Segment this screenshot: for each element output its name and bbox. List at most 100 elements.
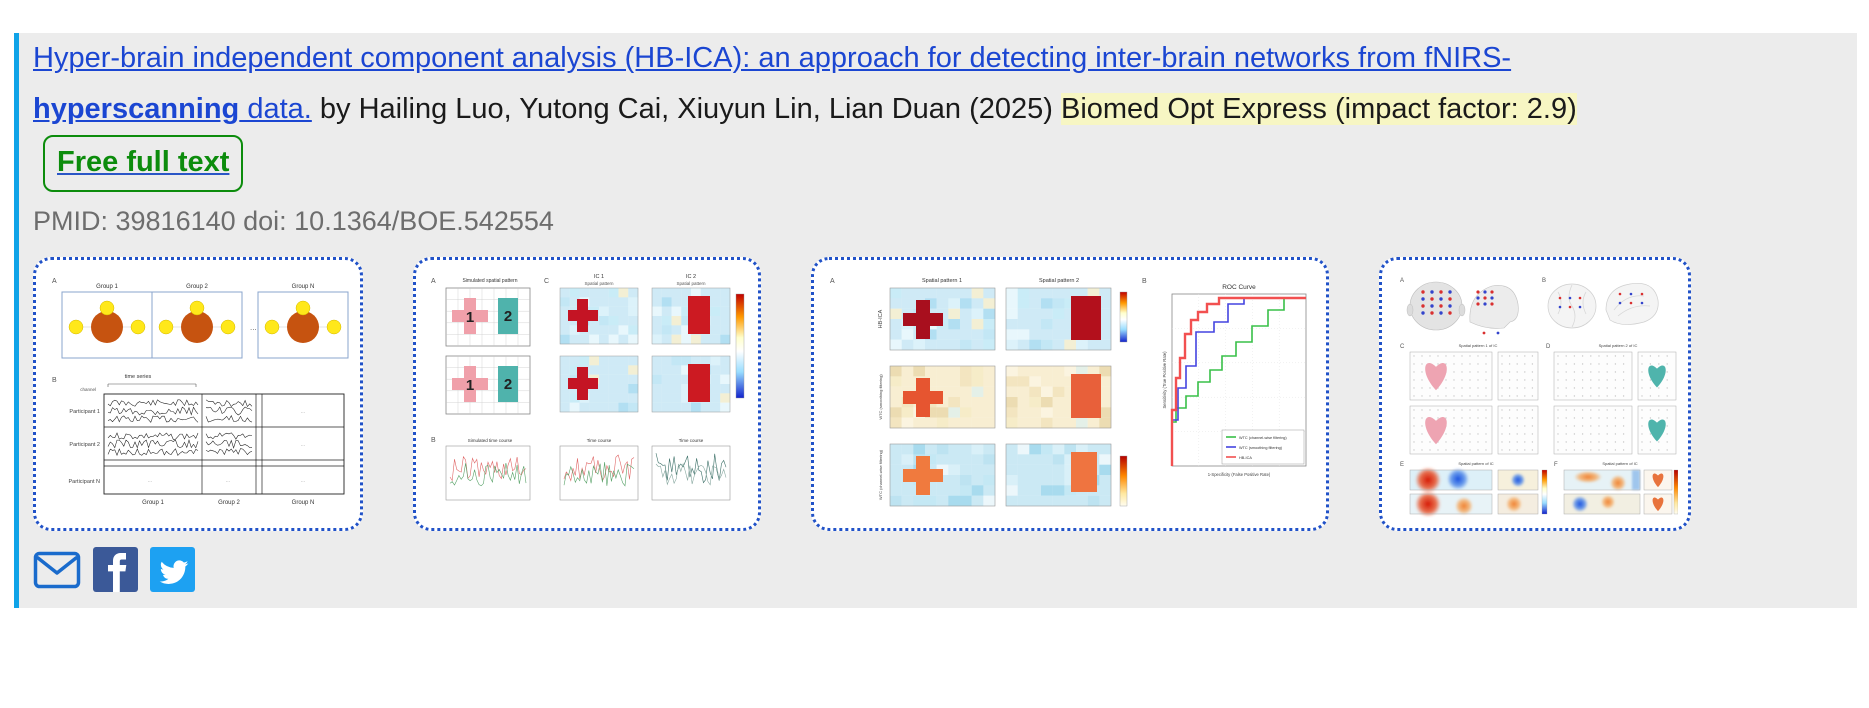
svg-text:Group 1: Group 1 [142, 500, 164, 506]
svg-text:IC 1: IC 1 [594, 274, 604, 280]
svg-text:WTC (channel-wise filtering): WTC (channel-wise filtering) [878, 449, 883, 500]
free-full-text-button[interactable]: Free full text [43, 135, 244, 193]
svg-text:Spatial pattern: Spatial pattern [676, 281, 706, 286]
svg-text:Spatial pattern 1: Spatial pattern 1 [922, 278, 962, 284]
svg-text:time series: time series [125, 374, 152, 380]
svg-text:channel: channel [80, 387, 96, 392]
pink-pattern-blob [1425, 417, 1447, 445]
svg-text:Participant N: Participant N [69, 479, 101, 485]
svg-text:Spatial pattern of IC: Spatial pattern of IC [1602, 461, 1637, 466]
fig3-panel-b-roc: B ROC Curve WTC (channel-wise filtering)… [1142, 278, 1307, 477]
svg-text:Sensitivity (True Positive Rat: Sensitivity (True Positive Rate) [1162, 351, 1167, 409]
svg-text:A: A [431, 278, 436, 285]
figure2-simulation: A Simulated spatial pattern 1 2 [431, 274, 745, 501]
svg-text:E: E [1400, 462, 1404, 468]
pink-pattern-blob [1425, 363, 1447, 391]
twitter-icon [150, 547, 195, 593]
svg-text:Simulated time course: Simulated time course [468, 438, 513, 443]
svg-text:C: C [1400, 344, 1405, 350]
title-search-term-bold: hyperscanning [33, 93, 240, 126]
fig3-colorbar-bottom [1119, 455, 1128, 507]
publication-result: Hyper-brain independent component analys… [14, 33, 1857, 609]
svg-text:HB-ICA: HB-ICA [1239, 456, 1252, 460]
publication-title-link[interactable]: Hyper-brain independent component analys… [33, 42, 1511, 125]
svg-text:Spatial pattern of IC: Spatial pattern of IC [1458, 461, 1493, 466]
orange-pattern-blob [1652, 473, 1664, 488]
fig2-sim-grids: 1 2 1 2 [445, 287, 531, 415]
fig1-panel-a: A Group 1 Group 2 Group N ... [52, 278, 349, 359]
svg-text:Group 2: Group 2 [218, 500, 240, 506]
svg-text:WTC (smoothing filtering): WTC (smoothing filtering) [1239, 446, 1283, 450]
svg-text:Group 1: Group 1 [96, 284, 118, 290]
fig1-waveforms [107, 399, 253, 457]
fig2-panel-a: A Simulated spatial pattern 1 2 [431, 278, 531, 415]
svg-text:1-Specificity (False Positive: 1-Specificity (False Positive Rate) [1208, 472, 1271, 477]
svg-text:Spatial pattern 2: Spatial pattern 2 [1039, 278, 1079, 284]
fig2-panel-c: C IC 1 Spatial pattern IC 2 Spatial patt… [544, 274, 745, 413]
svg-text:C: C [544, 278, 549, 285]
pmid-doi-line: PMID: 39816140 doi: 10.1364/BOE.542554 [33, 206, 554, 237]
email-share-button[interactable] [33, 551, 81, 589]
svg-text:2: 2 [504, 376, 512, 393]
svg-text:Spatial pattern: Spatial pattern [584, 281, 614, 286]
fig2-panel-b: B Simulated time course Time course Time… [431, 437, 731, 501]
share-buttons [33, 547, 1837, 593]
orange-pattern-blob [1652, 497, 1664, 512]
svg-text:B: B [1542, 278, 1546, 284]
fig1-dyad-diagrams [68, 300, 342, 344]
fig3-panel-a: A Spatial pattern 1 Spatial pattern 2 HB… [830, 278, 1128, 507]
teal-pattern-blob [1648, 419, 1666, 442]
title-text: Hyper-brain independent component analys… [33, 42, 1512, 74]
roc-curve-blue [1171, 297, 1276, 467]
figure-thumbnail-2[interactable]: A Simulated spatial pattern 1 2 [413, 257, 761, 532]
fig4-colorbar-e [1541, 469, 1548, 515]
figure-thumbnail-4[interactable]: A B [1379, 257, 1691, 532]
svg-text:ROC Curve: ROC Curve [1222, 284, 1256, 291]
fig2-colorbar [735, 293, 745, 399]
svg-text:...: ... [148, 478, 152, 484]
svg-text:Simulated spatial pattern: Simulated spatial pattern [462, 278, 517, 284]
svg-text:A: A [830, 278, 835, 285]
title-block: Hyper-brain independent component analys… [33, 33, 1581, 193]
fig4-colorbar-f [1673, 469, 1678, 515]
teal-pattern-blob [1648, 365, 1666, 388]
svg-text:B: B [52, 377, 57, 384]
svg-text:A: A [52, 278, 57, 285]
svg-text:Spatial pattern 1 of IC: Spatial pattern 1 of IC [1459, 343, 1498, 348]
svg-text:B: B [1142, 278, 1147, 285]
fig1-panel-b: B time series channel Participant 1 Part… [52, 374, 345, 506]
svg-text:1: 1 [466, 309, 474, 326]
roc-curve-red [1170, 296, 1306, 467]
figure-thumbnail-1[interactable]: A Group 1 Group 2 Group N ... [33, 257, 363, 532]
svg-text:WTC (channel-wise filtering): WTC (channel-wise filtering) [1239, 436, 1287, 440]
facebook-share-button[interactable] [93, 547, 138, 593]
fig4-panel-d: D Spatial pattern 2 of IC [1546, 343, 1677, 455]
figure4-real-data: A B [1400, 278, 1678, 518]
svg-text:F: F [1554, 462, 1558, 468]
figure-thumbnails: A Group 1 Group 2 Group N ... [33, 257, 1837, 532]
svg-text:Participant 2: Participant 2 [69, 442, 100, 448]
svg-text:D: D [1546, 344, 1551, 350]
fig4-panel-f: F Spatial pattern of IC [1554, 461, 1678, 515]
svg-text:B: B [431, 437, 436, 444]
svg-text:1: 1 [466, 377, 474, 394]
twitter-share-button[interactable] [150, 547, 195, 593]
svg-text:...: ... [250, 323, 257, 332]
svg-text:Group N: Group N [292, 500, 315, 506]
svg-text:Spatial pattern 2 of IC: Spatial pattern 2 of IC [1599, 343, 1638, 348]
svg-text:HB-ICA: HB-ICA [878, 309, 884, 328]
fig4-panel-b-brains: B [1542, 278, 1659, 329]
svg-text:Participant 1: Participant 1 [69, 409, 100, 415]
fig4-panel-a-heads: A [1400, 278, 1519, 335]
svg-text:Time course: Time course [679, 438, 704, 443]
svg-text:Group 2: Group 2 [186, 284, 208, 290]
byline: by Hailing Luo, Yutong Cai, Xiuyun Lin, … [311, 93, 1061, 126]
envelope-icon [33, 551, 81, 588]
figure1-study-design: A Group 1 Group 2 Group N ... [52, 278, 349, 506]
journal-highlight: Biomed Opt Express (impact factor: 2.9) [1060, 93, 1577, 126]
svg-text:IC 2: IC 2 [686, 274, 696, 280]
svg-text:...: ... [301, 409, 305, 415]
figure-thumbnail-3[interactable]: A Spatial pattern 1 Spatial pattern 2 HB… [811, 257, 1329, 532]
fig4-panel-e: E Spatial pattern of IC [1400, 461, 1548, 518]
figure3-comparison-roc: A Spatial pattern 1 Spatial pattern 2 HB… [830, 278, 1307, 507]
